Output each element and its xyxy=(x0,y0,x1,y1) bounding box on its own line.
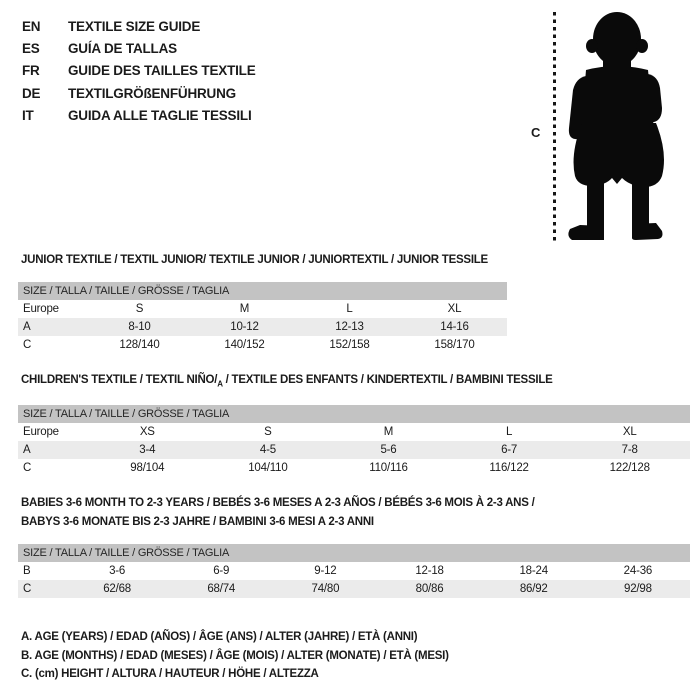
size-header-bar: SIZE / TALLA / TAILLE / GRÖSSE / TAGLIA xyxy=(18,544,690,562)
height-measure-line xyxy=(553,12,556,241)
size-cell: 158/170 xyxy=(434,339,475,351)
size-cell: S xyxy=(135,303,144,315)
size-cell: 74/80 xyxy=(311,583,340,595)
size-cell: 10-12 xyxy=(230,321,259,333)
table-row: C 62/68 68/74 74/80 80/86 86/92 92/98 xyxy=(18,580,690,598)
section-babies-textile: BABIES 3-6 MONTH TO 2-3 YEARS / BEBÉS 3-… xyxy=(18,494,690,598)
language-label: GUIDA ALLE TAGLIE TESSILI xyxy=(68,108,252,124)
size-table: Europe S M L XL A 8-10 10-12 12-13 14-16 C 128/140 1… xyxy=(18,300,507,354)
language-row: IT GUIDA ALLE TAGLIE TESSILI xyxy=(22,105,256,127)
size-cell: 104/110 xyxy=(248,462,288,475)
size-cell: 128/140 xyxy=(119,339,160,351)
language-code: DE xyxy=(22,85,41,101)
size-cell: 6-9 xyxy=(213,565,230,577)
toddler-silhouette-icon xyxy=(568,12,664,240)
size-cell: 3-6 xyxy=(109,565,126,577)
table-row: Europe XS S M L XL xyxy=(18,423,690,441)
size-cell: 86/92 xyxy=(519,583,548,595)
section-title: CHILDREN'S TEXTILE / TEXTIL NIÑO/A / TEX… xyxy=(18,371,690,393)
language-row: DE TEXTILGRÖßENFÜHRUNG xyxy=(22,82,256,104)
size-header-bar: SIZE / TALLA / TAILLE / GRÖSSE / TAGLIA xyxy=(18,405,690,424)
section-title: BABYS 3-6 MONATE BIS 2-3 JAHRE / BAMBINI… xyxy=(18,513,690,532)
size-cell: 80/86 xyxy=(415,583,444,595)
language-code: ES xyxy=(22,41,40,57)
size-cell: 140/152 xyxy=(224,339,265,351)
size-table: Europe XS S M L XL A 3-4 4-5 5-6 6-7 7-8 C 98/104 104/… xyxy=(18,423,690,477)
legend-line: C. (cm) HEIGHT / ALTURA / HAUTEUR / HÖHE… xyxy=(21,668,319,681)
size-cell: 14-16 xyxy=(440,321,469,333)
section-junior-textile: JUNIOR TEXTILE / TEXTIL JUNIOR/ TEXTILE … xyxy=(18,251,507,354)
table-row: C 128/140 140/152 152/158 158/170 xyxy=(18,336,507,354)
row-label-cell: A xyxy=(23,444,31,457)
section-title-segment: BABIES 3-6 MONTH TO 2-3 YEARS / BEBÉS 3-… xyxy=(21,497,535,509)
legend-line: B. AGE (MONTHS) / EDAD (MESES) / ÂGE (MO… xyxy=(21,649,449,662)
size-cell: 8-10 xyxy=(128,321,151,333)
language-row: FR GUIDE DES TAILLES TEXTILE xyxy=(22,60,256,82)
section-title-segment: A xyxy=(217,379,223,389)
language-label: TEXTILE SIZE GUIDE xyxy=(68,18,201,34)
size-cell: L xyxy=(505,426,513,439)
language-code: FR xyxy=(22,63,40,79)
size-cell: XS xyxy=(139,426,155,439)
section-childrens-textile: CHILDREN'S TEXTILE / TEXTIL NIÑO/A / TEX… xyxy=(18,371,690,477)
size-cell: 6-7 xyxy=(501,444,518,457)
size-cell: 116/122 xyxy=(489,462,529,475)
row-label-cell: C xyxy=(23,583,32,595)
language-label: GUÍA DE TALLAS xyxy=(68,41,177,57)
row-label-cell: B xyxy=(23,565,31,577)
section-title: JUNIOR TEXTILE / TEXTIL JUNIOR/ TEXTILE … xyxy=(18,251,507,270)
size-cell: 24-36 xyxy=(623,565,653,577)
language-label: TEXTILGRÖßENFÜHRUNG xyxy=(68,85,236,101)
size-cell: 5-6 xyxy=(380,444,397,457)
table-row: A 8-10 10-12 12-13 14-16 xyxy=(18,318,507,336)
legend: A. AGE (YEARS) / EDAD (AÑOS) / ÂGE (ANS)… xyxy=(21,628,449,684)
section-title-segment: JUNIOR TEXTILE / TEXTIL JUNIOR/ TEXTILE … xyxy=(21,254,488,266)
size-cell: 3-4 xyxy=(139,444,156,457)
row-label-cell: C xyxy=(23,462,32,475)
section-title-segment: / TEXTILE DES ENFANTS / KINDERTEXTIL / B… xyxy=(222,374,553,386)
section-title-segment: BABYS 3-6 MONATE BIS 2-3 JAHRE / BAMBINI… xyxy=(21,516,374,528)
size-cell: 9-12 xyxy=(314,565,337,577)
table-row: Europe S M L XL xyxy=(18,300,507,318)
language-row: ES GUÍA DE TALLAS xyxy=(22,37,256,59)
size-cell: 110/116 xyxy=(369,462,408,475)
language-list: EN TEXTILE SIZE GUIDE ES GUÍA DE TALLAS FR GU… xyxy=(22,15,256,127)
language-code: IT xyxy=(22,108,34,124)
size-cell: M xyxy=(383,426,394,439)
section-title: BABIES 3-6 MONTH TO 2-3 YEARS / BEBÉS 3-… xyxy=(18,494,690,513)
size-cell: 68/74 xyxy=(207,583,236,595)
size-cell: 12-13 xyxy=(335,321,364,333)
size-cell: M xyxy=(239,303,250,315)
size-table: B 3-6 6-9 9-12 12-18 18-24 24-36 C 62/68 68/74 74/… xyxy=(18,562,690,598)
size-cell: 62/68 xyxy=(103,583,131,595)
size-cell: 98/104 xyxy=(130,462,165,475)
table-row: B 3-6 6-9 9-12 12-18 18-24 24-36 xyxy=(18,562,690,580)
size-cell: XL xyxy=(622,426,637,439)
size-cell: 4-5 xyxy=(259,444,276,457)
size-cell: 7-8 xyxy=(621,444,638,457)
size-cell: XL xyxy=(447,303,462,315)
row-label-cell: Europe xyxy=(23,426,59,439)
size-cell: S xyxy=(264,426,272,439)
row-label-cell: Europe xyxy=(23,303,59,315)
legend-line: A. AGE (YEARS) / EDAD (AÑOS) / ÂGE (ANS)… xyxy=(21,631,418,643)
language-code: EN xyxy=(22,18,41,34)
language-row: EN TEXTILE SIZE GUIDE xyxy=(22,15,256,37)
size-header-bar: SIZE / TALLA / TAILLE / GRÖSSE / TAGLIA xyxy=(18,282,507,300)
height-measure-label: C xyxy=(531,125,541,140)
size-cell: 12-18 xyxy=(415,565,444,577)
toddler-figure: C xyxy=(520,5,700,250)
language-label: GUIDE DES TAILLES TEXTILE xyxy=(68,63,256,79)
table-row: A 3-4 4-5 5-6 6-7 7-8 xyxy=(18,441,690,460)
size-cell: 18-24 xyxy=(519,565,548,577)
size-cell: L xyxy=(346,303,353,315)
row-label-cell: C xyxy=(23,339,32,351)
table-row: C 98/104 104/110 110/116 116/122 122/128 xyxy=(18,459,690,477)
size-cell: 92/98 xyxy=(624,583,652,595)
row-label-cell: A xyxy=(23,321,31,333)
size-cell: 152/158 xyxy=(329,339,370,351)
size-cell: 122/128 xyxy=(609,462,650,475)
section-title-segment: CHILDREN'S TEXTILE / TEXTIL NIÑO/ xyxy=(21,374,218,386)
